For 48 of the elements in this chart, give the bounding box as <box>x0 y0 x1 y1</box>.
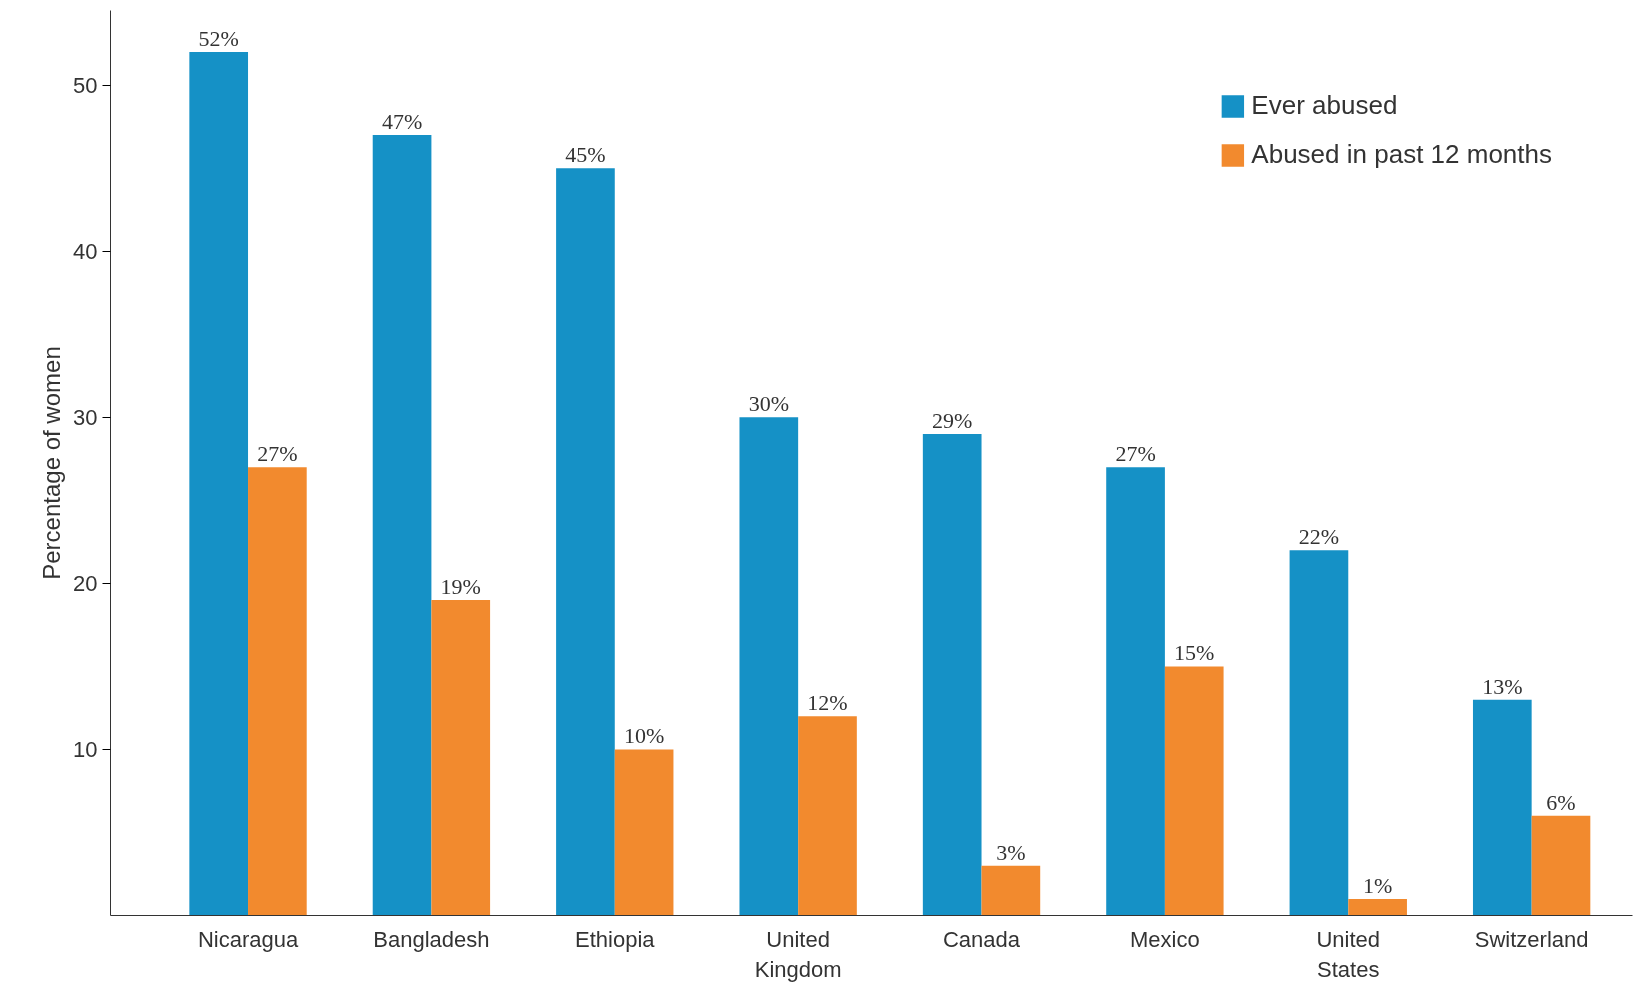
bar <box>248 467 307 916</box>
data-label: 27% <box>1115 441 1156 467</box>
x-tick-label: Bangladesh <box>373 926 490 952</box>
legend-label: Ever abused <box>1251 90 1398 121</box>
x-tick-label: Switzerland <box>1474 926 1589 952</box>
bar <box>372 135 432 916</box>
data-label: 52% <box>198 26 239 52</box>
y-tick-label: 10 <box>73 736 98 762</box>
bar <box>798 716 857 916</box>
bar <box>981 865 1041 916</box>
data-label: 6% <box>1546 789 1576 815</box>
x-tick-label: Canada <box>942 926 1021 952</box>
y-tick-label: 40 <box>73 238 98 264</box>
bar <box>1531 815 1591 916</box>
bar <box>614 749 674 916</box>
bar <box>189 52 249 916</box>
x-tick-label: Mexico <box>1130 926 1200 952</box>
legend-label: Abused in past 12 months <box>1251 139 1552 170</box>
x-tick-label: Ethiopia <box>575 926 656 952</box>
data-label: 12% <box>807 690 848 716</box>
bar <box>1472 699 1532 916</box>
y-tick-label: 50 <box>73 72 98 98</box>
bar <box>1106 467 1165 916</box>
bar <box>556 168 615 916</box>
data-label: 3% <box>996 839 1026 865</box>
data-label: 30% <box>748 391 789 417</box>
y-tick-label: 30 <box>73 404 98 430</box>
data-label: 29% <box>932 407 973 433</box>
data-label: 47% <box>381 109 423 135</box>
bar <box>922 433 982 916</box>
data-label: 19% <box>440 574 481 599</box>
data-label: 1% <box>1362 872 1393 898</box>
data-label: 10% <box>623 723 665 749</box>
y-tick-label: 20 <box>73 570 98 596</box>
data-label: 45% <box>565 142 606 168</box>
data-label: 13% <box>1482 673 1523 699</box>
data-label: 22% <box>1298 524 1340 550</box>
data-label: 15% <box>1174 640 1215 666</box>
bar <box>431 600 491 916</box>
x-tick-label: United Kingdom <box>754 926 842 982</box>
bar <box>739 417 799 916</box>
x-tick-label: United States <box>1316 926 1381 982</box>
data-label: 27% <box>257 441 298 467</box>
y-axis-title: Percentage of women <box>38 346 66 580</box>
bar <box>1348 898 1407 916</box>
bar <box>1289 550 1349 916</box>
x-tick-label: Nicaragua <box>197 926 299 952</box>
bar <box>1164 666 1224 916</box>
